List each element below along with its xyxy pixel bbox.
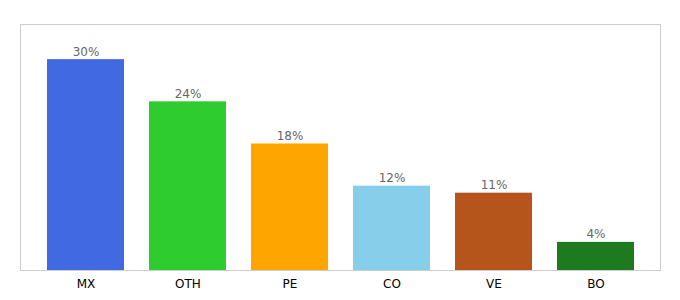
svg-text:CO: CO — [383, 277, 401, 291]
svg-text:12%: 12% — [379, 171, 406, 185]
svg-text:11%: 11% — [481, 178, 508, 192]
svg-text:VE: VE — [486, 277, 502, 291]
svg-text:24%: 24% — [175, 87, 202, 101]
svg-text:MX: MX — [77, 277, 96, 291]
svg-text:BO: BO — [587, 277, 604, 291]
svg-text:30%: 30% — [73, 45, 100, 59]
svg-text:PE: PE — [283, 277, 298, 291]
svg-text:OTH: OTH — [175, 277, 201, 291]
svg-text:4%: 4% — [586, 227, 605, 241]
svg-text:18%: 18% — [277, 129, 304, 143]
